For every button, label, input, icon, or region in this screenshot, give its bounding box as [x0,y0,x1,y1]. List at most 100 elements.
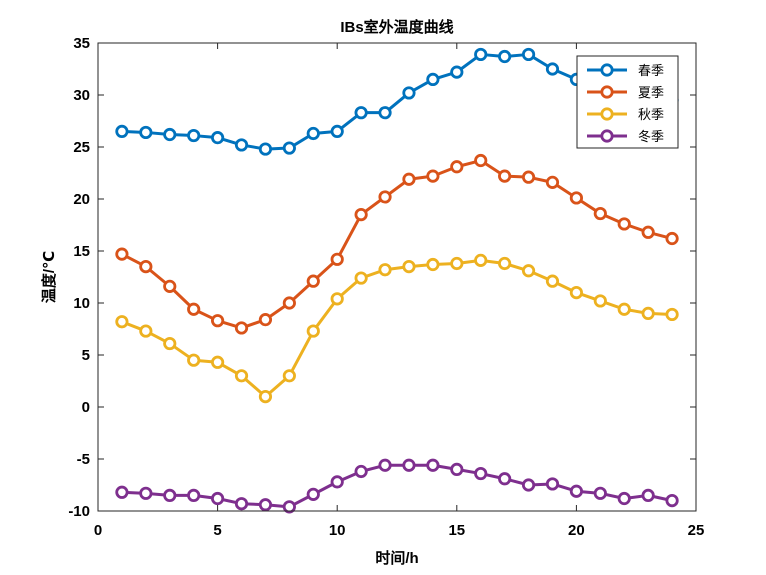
legend-item: 秋季 [587,107,664,122]
y-tick-label: 15 [73,243,90,260]
data-point [258,313,273,327]
data-point [426,72,440,87]
y-tick-label: 10 [73,295,90,312]
data-point [593,486,607,500]
data-point [665,231,679,246]
data-point [569,484,584,498]
chart-title: IBs室外温度曲线 [340,18,453,36]
series-4 [115,458,679,514]
data-point [234,321,249,335]
y-tick-label: -5 [77,451,90,468]
data-point [306,274,320,288]
x-tick-label: 25 [688,522,705,539]
data-point [402,458,416,472]
data-point [545,175,560,189]
data-point [641,306,655,320]
data-point [211,314,225,328]
data-point [569,191,584,205]
data-point [378,263,392,277]
data-point [163,336,177,351]
y-tick-label: 5 [82,347,90,364]
data-point [354,464,368,479]
data-point [115,315,129,329]
data-point [521,264,536,278]
data-point [115,247,129,261]
data-point [402,86,416,100]
data-point [474,47,488,62]
data-point [330,475,344,489]
data-point [354,271,368,285]
y-tick-label: 20 [73,191,90,208]
data-point [354,106,368,120]
data-point [139,259,153,274]
data-point [330,124,344,138]
legend-marker [600,63,614,77]
legend-item: 冬季 [587,129,664,144]
data-point [426,458,440,472]
data-point [211,131,225,145]
legend-marker [600,85,614,99]
data-point [450,160,464,174]
legend-label: 秋季 [638,107,664,122]
data-point [474,153,488,168]
data-point [234,369,249,383]
data-point [234,138,249,152]
data-point [330,292,344,306]
data-point [641,225,655,239]
legend-item: 春季 [587,63,664,78]
x-tick-label: 10 [329,522,346,539]
data-point [498,472,512,486]
data-point [617,302,631,316]
data-point [282,369,296,383]
data-point [545,477,560,491]
series-3 [115,253,679,404]
data-point [545,62,560,76]
data-point [450,462,464,476]
data-point [569,285,584,300]
data-point [593,206,607,221]
data-point [306,324,320,338]
data-point [330,252,344,266]
data-point [139,324,153,338]
legend-item: 夏季 [587,85,664,100]
y-tick-label: 35 [73,35,90,52]
data-point [258,498,273,512]
data-point [521,47,536,62]
x-tick-label: 0 [94,522,102,539]
data-point [282,500,296,514]
data-point [187,128,201,143]
data-point [282,296,296,310]
legend-label: 夏季 [638,85,664,100]
data-point [617,491,631,506]
data-point [665,493,679,508]
data-point [378,458,392,472]
data-point [498,49,512,64]
data-point [402,259,416,274]
data-point [234,497,249,511]
data-point [521,170,536,184]
data-point [402,172,416,186]
y-tick-label: 30 [73,87,90,104]
data-point [258,389,273,404]
x-tick-label: 15 [448,522,465,539]
data-point [521,478,536,492]
y-axis-label: 温度/℃ [40,251,58,303]
data-point [641,488,655,502]
data-point [163,127,177,142]
data-point [378,106,392,120]
x-tick-label: 20 [568,522,585,539]
data-point [211,355,225,369]
legend-label: 春季 [638,63,664,78]
data-point [211,491,225,506]
data-point [282,141,296,155]
data-point [306,487,320,501]
x-axis-label: 时间/h [375,549,418,567]
data-point [665,307,679,322]
data-point [378,190,392,204]
data-point [139,125,153,140]
legend-label: 冬季 [638,129,664,144]
axis-ticks: 0 5 10 15 20 25 -10 -5 0 5 10 15 20 25 30 35 [68,35,704,539]
data-point [617,217,631,231]
